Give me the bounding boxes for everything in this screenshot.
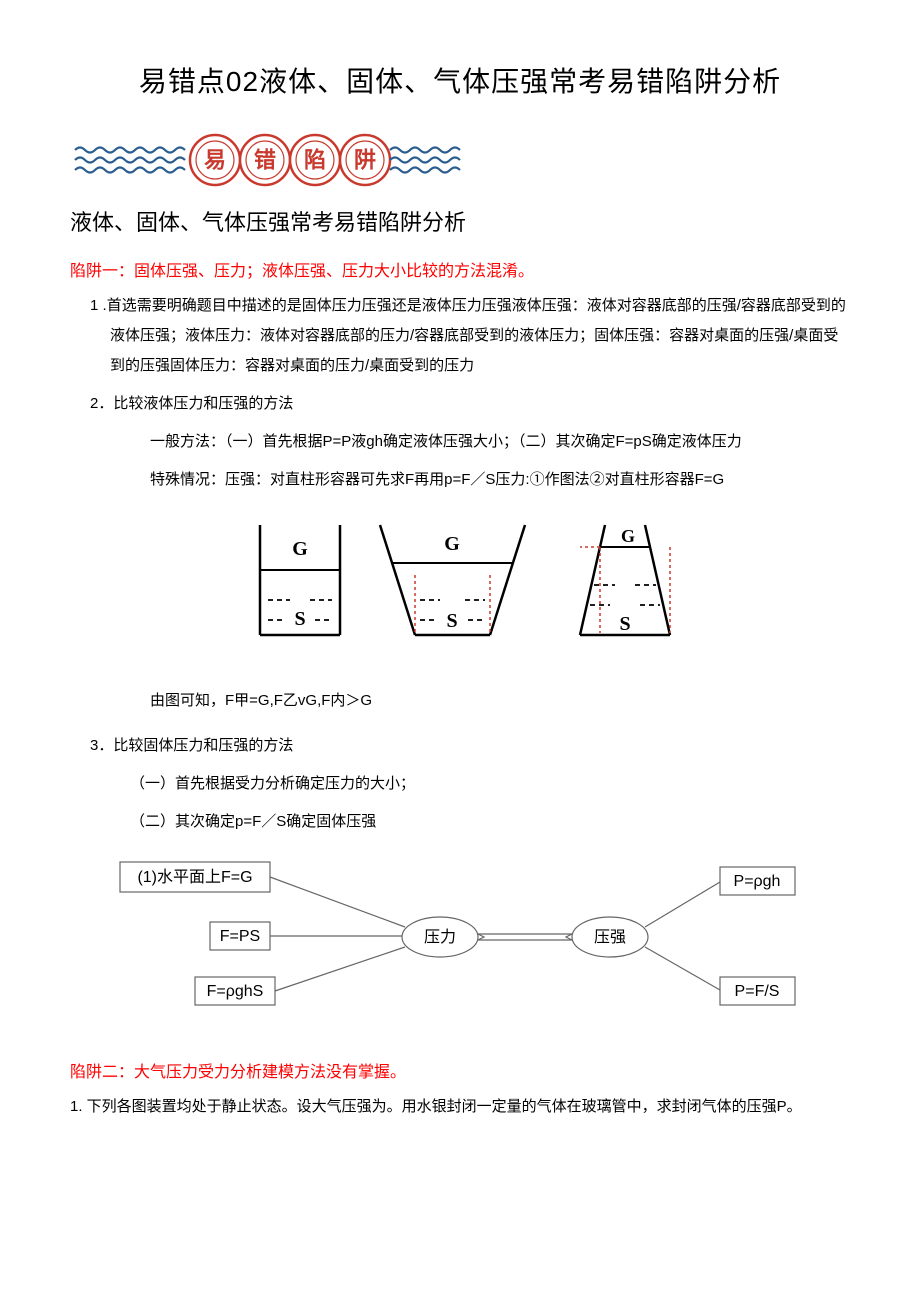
box-pfs: P=F/S: [735, 983, 780, 1000]
trap1-item3-sub2: （二）其次确定p=F／S确定固体压强: [70, 807, 850, 837]
label-S: S: [446, 610, 457, 632]
item-text: 首选需要明确题目中描述的是固体压力压强还是液体压力压强液体压强：液体对容器底部的…: [107, 297, 846, 374]
stamp-circles: 易 错 陷 阱: [190, 135, 390, 185]
trap1-item2: 2．比较液体压力和压强的方法: [70, 389, 850, 419]
box-fg: (1)水平面上F=G: [137, 868, 252, 886]
wave-right: [390, 148, 460, 173]
node-pressure: 压强: [594, 929, 626, 946]
label-G: G: [444, 533, 460, 555]
page-title: 易错点02液体、固体、气体压强常考易错陷阱分析: [70, 60, 850, 100]
container-cylinder: G S: [260, 525, 340, 635]
trap2-content: 1. 下列各图装置均处于静止状态。设大气压强为。用水银封闭一定量的气体在玻璃管中…: [70, 1092, 850, 1122]
container-wide-top: G S: [380, 525, 525, 635]
svg-text:陷: 陷: [304, 148, 326, 173]
wave-left: [75, 148, 185, 173]
node-pressure-force: 压力: [424, 928, 456, 946]
svg-text:阱: 阱: [354, 148, 376, 173]
trap1-heading: 陷阱一：固体压强、压力；液体压强、压力大小比较的方法混淆。: [70, 257, 850, 281]
trap1-item3-sub1: （一）首先根据受力分析确定压力的大小；: [70, 769, 850, 799]
concept-map: (1)水平面上F=G F=PS F=ρghS 压力 压强 P=ρgh P=F/S: [70, 852, 850, 1033]
trap1-item2-sub2: 特殊情况：压强：对直柱形容器可先求F再用p=F／S压力:①作图法②对直柱形容器F…: [70, 465, 850, 495]
svg-text:错: 错: [254, 148, 276, 173]
item-text: ．比较液体压力和压强的方法: [98, 395, 293, 412]
trap1-item2-sub1: 一般方法：（一）首先根据P=P液gh确定液体压强大小；（二）其次确定F=pS确定…: [70, 427, 850, 457]
label-S: S: [294, 608, 305, 630]
box-fps: F=PS: [220, 928, 260, 945]
trap1-content: 1 .首选需要明确题目中描述的是固体压力压强还是液体压力压强液体压强：液体对容器…: [70, 291, 850, 1033]
container-narrow-top: G S: [580, 525, 670, 635]
subtitle: 液体、固体、气体压强常考易错陷阱分析: [70, 205, 850, 237]
box-frghs: F=ρghS: [207, 983, 264, 1000]
trap2-item1: 1. 下列各图装置均处于静止状态。设大气压强为。用水银封闭一定量的气体在玻璃管中…: [70, 1092, 850, 1122]
trap1-item3: 3．比较固体压力和压强的方法: [70, 731, 850, 761]
item-number: 1 .: [90, 297, 107, 314]
box-prgh: P=ρgh: [734, 873, 781, 890]
item-text: ．比较固体压力和压强的方法: [98, 737, 293, 754]
label-S: S: [619, 613, 630, 635]
banner-graphic: 易 错 陷 阱: [70, 130, 850, 190]
container-diagrams: G S G: [70, 515, 850, 666]
label-G: G: [621, 526, 635, 546]
trap1-item1: 1 .首选需要明确题目中描述的是固体压力压强还是液体压力压强液体压强：液体对容器…: [70, 291, 850, 381]
trap2-heading: 陷阱二：大气压力受力分析建模方法没有掌握。: [70, 1058, 850, 1082]
container-caption: 由图可知，F甲=G,F乙vG,F内＞G: [70, 686, 850, 716]
label-G: G: [292, 538, 308, 560]
svg-text:易: 易: [204, 148, 226, 173]
